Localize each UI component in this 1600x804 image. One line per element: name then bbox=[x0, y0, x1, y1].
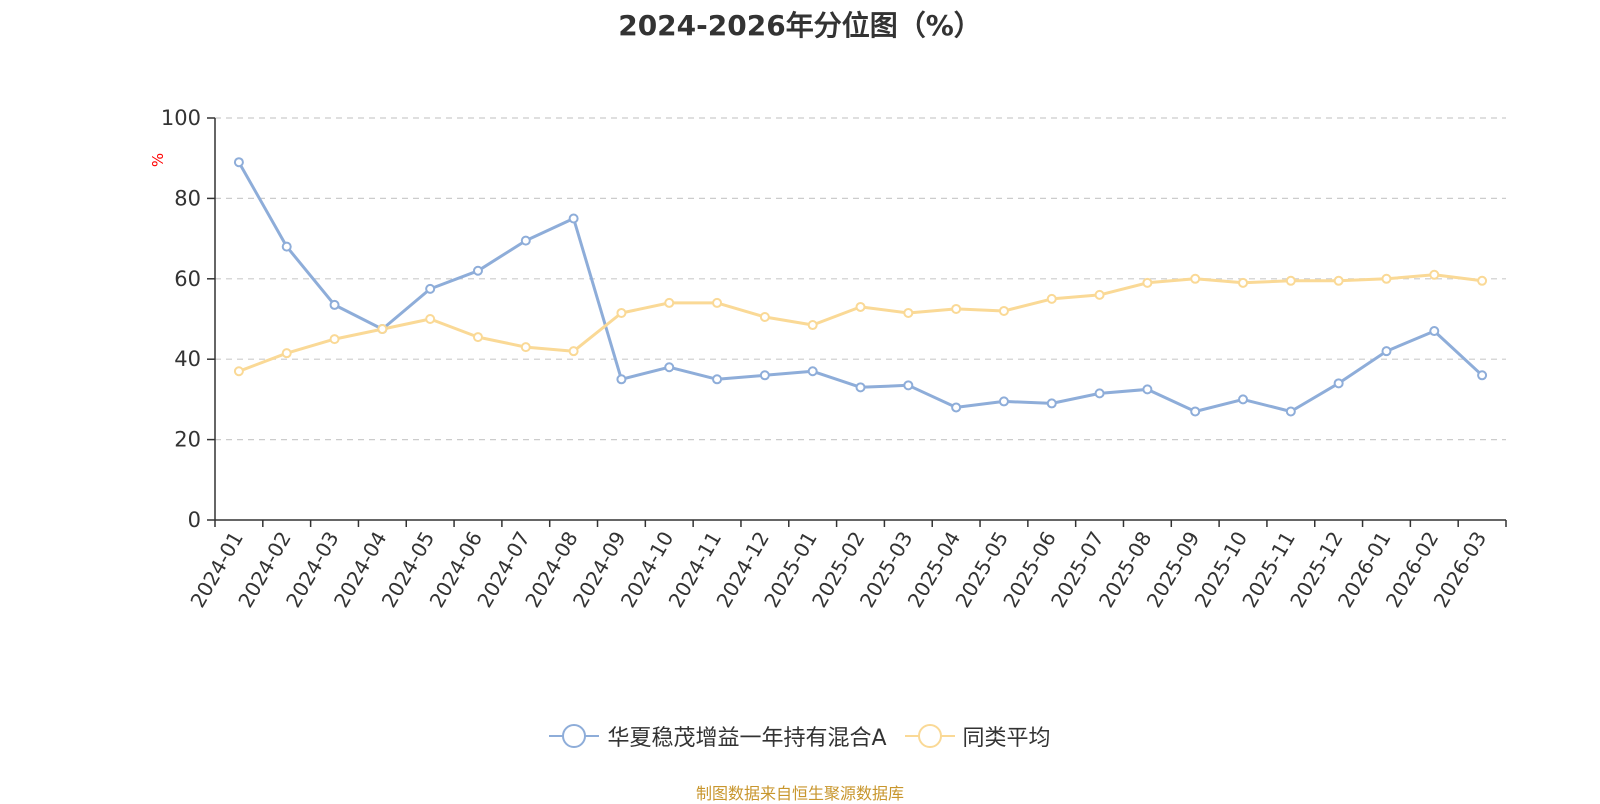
data-point-series-1[interactable] bbox=[616, 374, 627, 385]
series-lines bbox=[237, 161, 1484, 413]
y-tick-label: 0 bbox=[188, 508, 201, 532]
y-tick-label: 40 bbox=[174, 347, 201, 371]
data-point-series-2[interactable] bbox=[807, 320, 818, 331]
data-point-series-1[interactable] bbox=[951, 402, 962, 413]
data-point-series-2[interactable] bbox=[233, 366, 244, 377]
y-tick-label: 100 bbox=[161, 106, 201, 130]
data-points bbox=[233, 157, 1488, 417]
data-point-series-2[interactable] bbox=[664, 297, 675, 308]
data-point-series-2[interactable] bbox=[1094, 289, 1105, 300]
data-point-series-1[interactable] bbox=[1190, 406, 1201, 417]
data-point-series-1[interactable] bbox=[1477, 370, 1488, 381]
data-point-series-1[interactable] bbox=[1238, 394, 1249, 405]
data-point-series-1[interactable] bbox=[664, 362, 675, 373]
data-point-series-2[interactable] bbox=[377, 324, 388, 335]
data-point-series-2[interactable] bbox=[759, 311, 770, 322]
data-point-series-2[interactable] bbox=[568, 346, 579, 357]
legend: 华夏稳茂增益一年持有混合A 同类平均 bbox=[0, 720, 1600, 752]
data-point-series-2[interactable] bbox=[1333, 275, 1344, 286]
legend-marker-series-1 bbox=[549, 724, 600, 748]
data-point-series-1[interactable] bbox=[903, 380, 914, 391]
data-point-series-1[interactable] bbox=[1381, 346, 1392, 357]
source-note: 制图数据来自恒生聚源数据库 bbox=[695, 784, 904, 803]
data-point-series-1[interactable] bbox=[1046, 398, 1057, 409]
data-point-series-1[interactable] bbox=[281, 241, 292, 252]
data-point-series-2[interactable] bbox=[1429, 269, 1440, 280]
data-point-series-2[interactable] bbox=[951, 303, 962, 314]
legend-label-series-1: 华夏稳茂增益一年持有混合A bbox=[607, 726, 887, 751]
data-point-series-1[interactable] bbox=[520, 235, 531, 246]
y-tick-label: 80 bbox=[174, 186, 201, 210]
series-line-1 bbox=[237, 161, 1484, 413]
data-point-series-2[interactable] bbox=[520, 342, 531, 353]
data-point-series-1[interactable] bbox=[472, 265, 483, 276]
data-point-series-2[interactable] bbox=[472, 332, 483, 343]
legend-label-series-2: 同类平均 bbox=[962, 726, 1051, 751]
legend-item-series-1[interactable]: 华夏稳茂增益一年持有混合A bbox=[549, 720, 887, 752]
data-point-series-2[interactable] bbox=[855, 301, 866, 312]
data-point-series-2[interactable] bbox=[616, 307, 627, 318]
data-point-series-1[interactable] bbox=[1333, 378, 1344, 389]
legend-marker-series-2 bbox=[904, 724, 955, 748]
data-point-series-1[interactable] bbox=[1285, 406, 1296, 417]
data-point-series-1[interactable] bbox=[1429, 326, 1440, 337]
data-point-series-2[interactable] bbox=[1381, 273, 1392, 284]
data-point-series-2[interactable] bbox=[998, 305, 1009, 316]
data-point-series-2[interactable] bbox=[1285, 275, 1296, 286]
data-point-series-1[interactable] bbox=[759, 370, 770, 381]
data-point-series-2[interactable] bbox=[1238, 277, 1249, 288]
data-point-series-1[interactable] bbox=[568, 213, 579, 224]
y-tick-label: 60 bbox=[174, 267, 201, 291]
data-point-series-2[interactable] bbox=[281, 348, 292, 359]
data-point-series-2[interactable] bbox=[712, 297, 723, 308]
chart-title: 2024-2026年分位图（%） bbox=[618, 9, 982, 42]
data-point-series-1[interactable] bbox=[1094, 388, 1105, 399]
data-point-series-1[interactable] bbox=[807, 366, 818, 377]
data-point-series-2[interactable] bbox=[1190, 273, 1201, 284]
data-point-series-1[interactable] bbox=[855, 382, 866, 393]
y-axis-label: % bbox=[149, 153, 167, 167]
data-point-series-2[interactable] bbox=[903, 307, 914, 318]
data-point-series-2[interactable] bbox=[329, 334, 340, 345]
legend-item-series-2[interactable]: 同类平均 bbox=[904, 720, 1051, 752]
data-point-series-1[interactable] bbox=[425, 283, 436, 294]
data-point-series-2[interactable] bbox=[1477, 275, 1488, 286]
y-tick-label: 20 bbox=[174, 428, 201, 452]
data-point-series-2[interactable] bbox=[1142, 277, 1153, 288]
data-point-series-1[interactable] bbox=[712, 374, 723, 385]
data-point-series-2[interactable] bbox=[1046, 293, 1057, 304]
data-point-series-2[interactable] bbox=[425, 314, 436, 324]
data-point-series-1[interactable] bbox=[998, 396, 1009, 407]
data-point-series-1[interactable] bbox=[233, 157, 244, 168]
data-point-series-1[interactable] bbox=[329, 299, 340, 310]
data-point-series-1[interactable] bbox=[1142, 384, 1153, 395]
